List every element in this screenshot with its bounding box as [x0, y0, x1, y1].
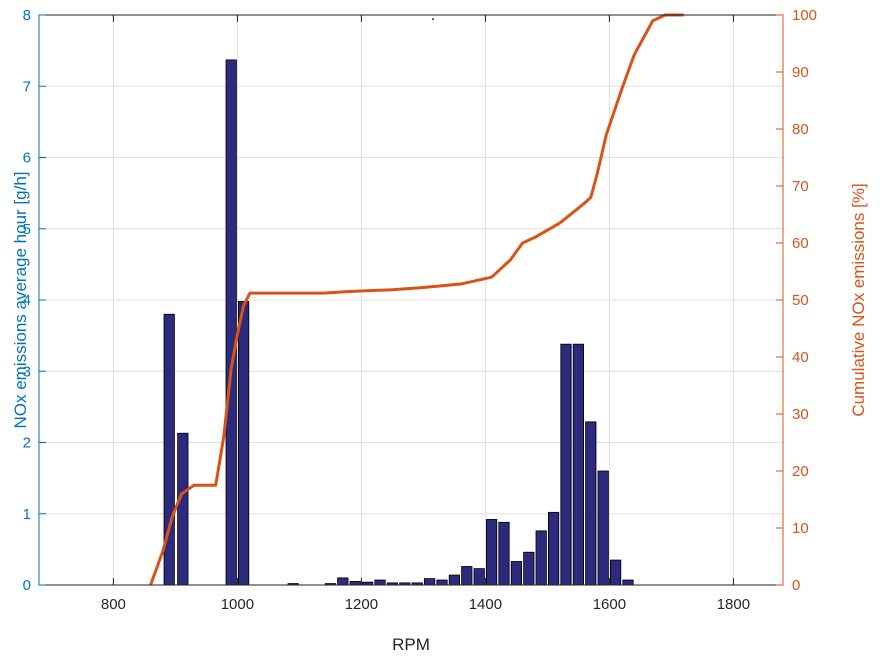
- bar: [585, 421, 597, 586]
- y-right-tick-label: 100: [792, 7, 817, 24]
- y-left-tick-label: 2: [23, 435, 31, 452]
- bar: [548, 511, 560, 586]
- y-right-tick-label: 40: [792, 349, 809, 366]
- bar: [498, 521, 510, 586]
- x-tick-label: 800: [101, 596, 126, 613]
- x-tick-label: 1800: [717, 596, 750, 613]
- bar: [448, 574, 461, 586]
- chart-title: .: [431, 5, 436, 24]
- y-left-axis-ticks: 0 1 2 3 4 5 6 7 8: [23, 7, 46, 594]
- x-tick-label: 1200: [345, 596, 378, 613]
- y-right-tick-label: 90: [792, 64, 809, 81]
- y-right-axis-title: Cumulative NOx emissions [%]: [849, 183, 868, 416]
- bar-series: [163, 59, 634, 586]
- bar: [610, 559, 622, 586]
- bar: [436, 579, 448, 586]
- y-left-tick-label: 6: [23, 150, 31, 167]
- y-left-tick-label: 1: [23, 506, 31, 523]
- bar: [535, 530, 547, 586]
- grid: [39, 14, 783, 586]
- y-right-tick-label: 60: [792, 235, 809, 252]
- bar: [473, 568, 485, 586]
- bar: [523, 551, 535, 586]
- y-left-tick-label: 7: [23, 78, 31, 95]
- y-left-tick-label: 0: [23, 577, 31, 594]
- y-right-tick-label: 50: [792, 292, 809, 309]
- y-right-tick-label: 20: [792, 463, 809, 480]
- bar: [349, 581, 361, 586]
- y-right-tick-label: 30: [792, 406, 809, 423]
- y-right-tick-label: 10: [792, 520, 809, 537]
- bar: [560, 343, 572, 586]
- bar: [572, 343, 585, 586]
- x-axis-title: RPM: [392, 635, 430, 654]
- y-right-tick-label: 80: [792, 121, 809, 138]
- cumulative-line: [149, 13, 684, 586]
- bar: [461, 566, 473, 586]
- y-right-axis-ticks: 0 10 20 30 40 50 60 70 80 90 100: [776, 7, 817, 594]
- bar: [177, 432, 189, 586]
- bar: [374, 579, 386, 586]
- y-left-tick-label: 3: [23, 363, 31, 380]
- x-tick-label: 1000: [221, 596, 254, 613]
- y-right-tick-label: 70: [792, 178, 809, 195]
- y-left-tick-label: 5: [23, 221, 31, 238]
- bar: [510, 561, 523, 586]
- x-tick-label: 1600: [593, 596, 626, 613]
- bar: [423, 578, 436, 586]
- x-tick-label: 1400: [469, 596, 502, 613]
- y-left-tick-label: 8: [23, 7, 31, 24]
- bar: [622, 579, 634, 586]
- cumulative-series: [149, 13, 684, 586]
- y-right-tick-label: 0: [792, 577, 800, 594]
- y-left-axis-title: NOx emissions average hour [g/h]: [11, 171, 30, 428]
- x-axis-ticks: 800 1000 1200 1400 1600 1800: [101, 15, 750, 613]
- bar: [225, 59, 237, 586]
- bar: [237, 301, 250, 586]
- bar: [337, 577, 349, 586]
- bar: [597, 470, 609, 586]
- y-left-tick-label: 4: [23, 292, 31, 309]
- bar: [485, 519, 498, 586]
